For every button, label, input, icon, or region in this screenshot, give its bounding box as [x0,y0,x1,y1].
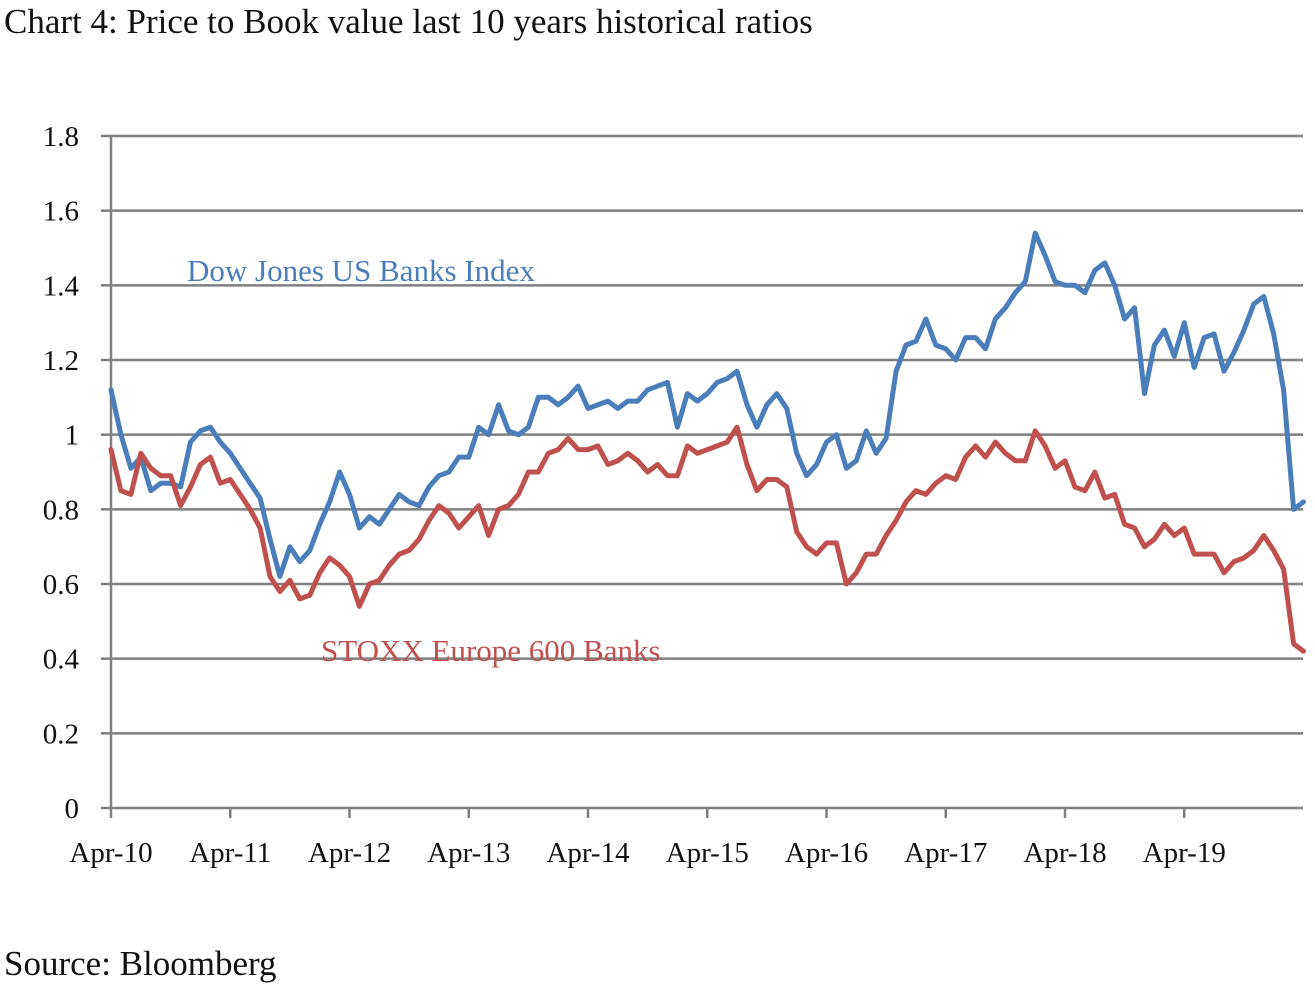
series-lines [108,230,1306,654]
x-tick-label: Apr-16 [785,837,868,869]
x-tick-label: Apr-17 [904,837,987,869]
x-tick-label: Apr-12 [308,837,391,869]
x-tick-label: Apr-13 [427,837,510,869]
chart-title: Chart 4: Price to Book value last 10 yea… [4,2,813,41]
y-tick-label: 1.6 [43,196,79,228]
gridlines [111,134,1303,735]
y-tick-label: 0.6 [43,569,79,601]
y-tick-label: 1 [65,420,80,452]
y-tick-label: 0.4 [43,644,80,676]
y-axis: 0 0.2 0.4 0.6 0.8 1 1.2 1.4 1.6 1.8 [43,121,113,825]
y-tick-label: 0.2 [43,718,79,750]
y-tick-label: 0 [65,793,80,825]
x-tick-label: Apr-11 [189,837,271,869]
series-label-stoxx: STOXX Europe 600 Banks [321,633,661,668]
x-axis: Apr-10 Apr-11 Apr-12 Apr-13 Apr-14 Apr-15 Apr-… [69,806,1303,869]
y-tick-label: 0.8 [43,494,79,526]
series-line-dow-jones [108,230,1306,579]
source-note: Source: Bloomberg [4,944,277,983]
series-label-dow-jones: Dow Jones US Banks Index [187,253,535,288]
x-tick-label: Apr-18 [1023,837,1106,869]
y-tick-label: 1.4 [43,270,80,302]
y-tick-label: 1.2 [43,345,79,377]
series-line-stoxx [108,424,1306,654]
x-tick-label: Apr-10 [69,837,152,869]
x-tick-label: Apr-14 [546,837,630,869]
y-tick-label: 1.8 [43,121,79,153]
x-tick-label: Apr-15 [666,837,749,869]
x-tick-label: Apr-19 [1143,837,1226,869]
